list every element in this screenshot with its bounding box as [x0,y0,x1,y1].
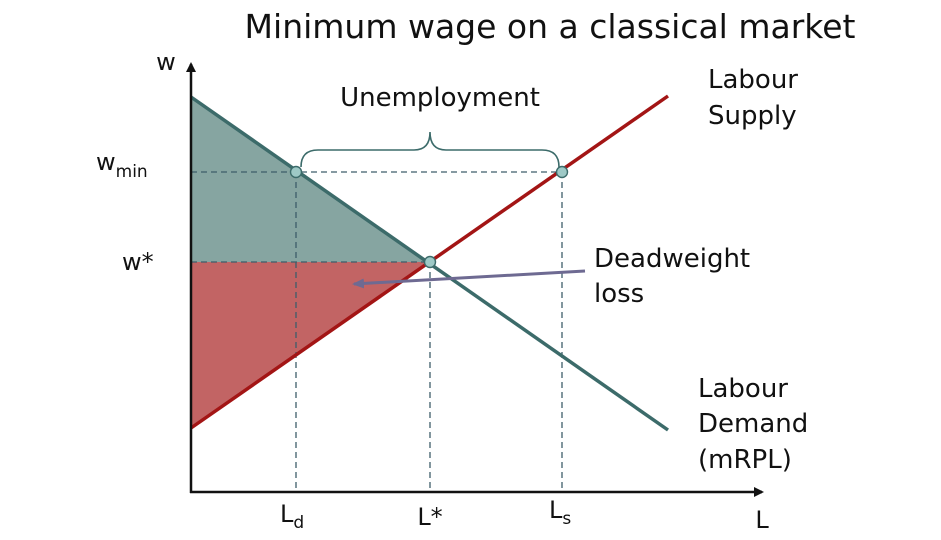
unemployment-label: Unemployment [340,83,540,113]
producer-surplus-area [191,97,430,262]
demand-label-line2: Demand [698,409,808,439]
deadweight-label-line1: Deadweight [594,244,750,274]
lstar-label: L* [417,503,442,531]
equilibrium-point [423,255,437,269]
y-axis-label: w [156,48,176,76]
deadweight-arrow [352,269,586,289]
diagram-title: Minimum wage on a classical market [245,7,856,46]
ls-label: Ls [549,496,571,529]
supply-label-line1: Labour [708,65,798,95]
supply-label-line2: Supply [708,101,797,131]
ls-point [555,165,569,179]
guide-lines [191,171,563,492]
unemployment-brace [300,131,560,168]
wmin-label: wmin [96,148,148,182]
x-axis-label: L [755,506,769,534]
ld-label: Ld [280,500,304,533]
demand-label-line1: Labour [698,374,788,404]
ld-point [289,165,303,179]
demand-label-line3: (mRPL) [698,445,792,475]
deadweight-label-line2: loss [594,279,644,309]
wstar-label: w* [122,248,154,276]
